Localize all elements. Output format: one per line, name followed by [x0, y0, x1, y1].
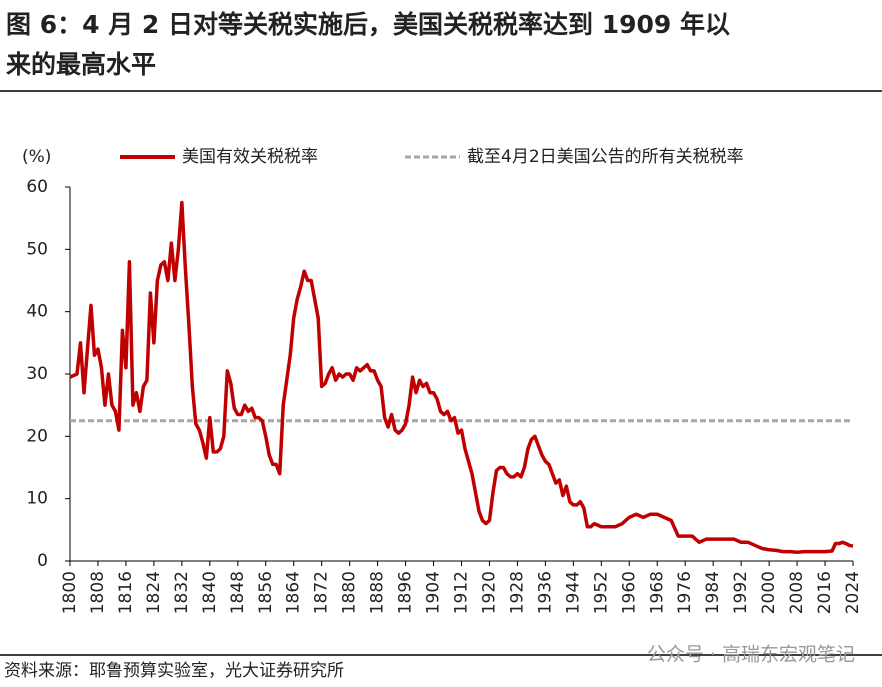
x-tick-label: 1984	[703, 571, 723, 614]
x-tick-label: 1880	[340, 571, 360, 614]
y-tick-label: 60	[26, 177, 48, 197]
x-tick-label: 1848	[228, 571, 248, 614]
y-tick-label: 20	[26, 426, 48, 446]
x-tick-label: 2000	[759, 571, 779, 614]
chart-title: 图 6：4 月 2 日对等关税实施后，美国关税税率达到 1909 年以	[6, 10, 730, 39]
x-tick-label: 2008	[787, 571, 807, 614]
legend-label: 美国有效关税税率	[182, 147, 318, 167]
watermark: 公众号 · 高瑞东宏观笔记	[647, 644, 855, 666]
x-tick-label: 1944	[563, 571, 583, 614]
x-tick-label: 1816	[116, 571, 136, 614]
x-tick-label: 1968	[647, 571, 667, 614]
y-tick-label: 0	[37, 551, 48, 571]
data-line	[69, 200, 854, 555]
x-tick-label: 1832	[172, 571, 192, 614]
x-tick-label: 1920	[479, 571, 499, 614]
chart-title: 来的最高水平	[6, 50, 156, 79]
x-tick-label: 1976	[675, 571, 695, 614]
y-tick-label: 50	[26, 239, 48, 259]
x-tick-label: 1960	[619, 571, 639, 614]
x-tick-label: 1872	[312, 571, 332, 614]
x-tick-label: 1952	[591, 571, 611, 614]
x-tick-label: 1904	[424, 571, 444, 614]
x-tick-label: 1936	[535, 571, 555, 614]
x-tick-label: 1824	[144, 571, 164, 614]
x-tick-label: 1928	[507, 571, 527, 614]
y-tick-label: 30	[26, 364, 48, 384]
legend-label: 截至4月2日美国公告的所有关税税率	[467, 147, 744, 167]
x-tick-label: 1864	[284, 571, 304, 614]
y-axis-label: (%)	[22, 147, 51, 167]
x-tick-label: 1856	[256, 571, 276, 614]
x-tick-label: 2016	[815, 571, 835, 614]
x-tick-label: 1896	[396, 571, 416, 614]
y-tick-label: 40	[26, 302, 48, 322]
x-tick-label: 1912	[452, 571, 472, 614]
x-tick-label: 1888	[368, 571, 388, 614]
x-tick-label: 1992	[731, 571, 751, 614]
source: 资料来源：耶鲁预算实验室，光大证券研究所	[4, 661, 344, 681]
x-tick-label: 1800	[60, 571, 80, 614]
x-tick-label: 1840	[200, 571, 220, 614]
x-tick-label: 1808	[88, 571, 108, 614]
y-tick-label: 10	[26, 489, 48, 509]
x-tick-label: 2024	[843, 571, 863, 614]
